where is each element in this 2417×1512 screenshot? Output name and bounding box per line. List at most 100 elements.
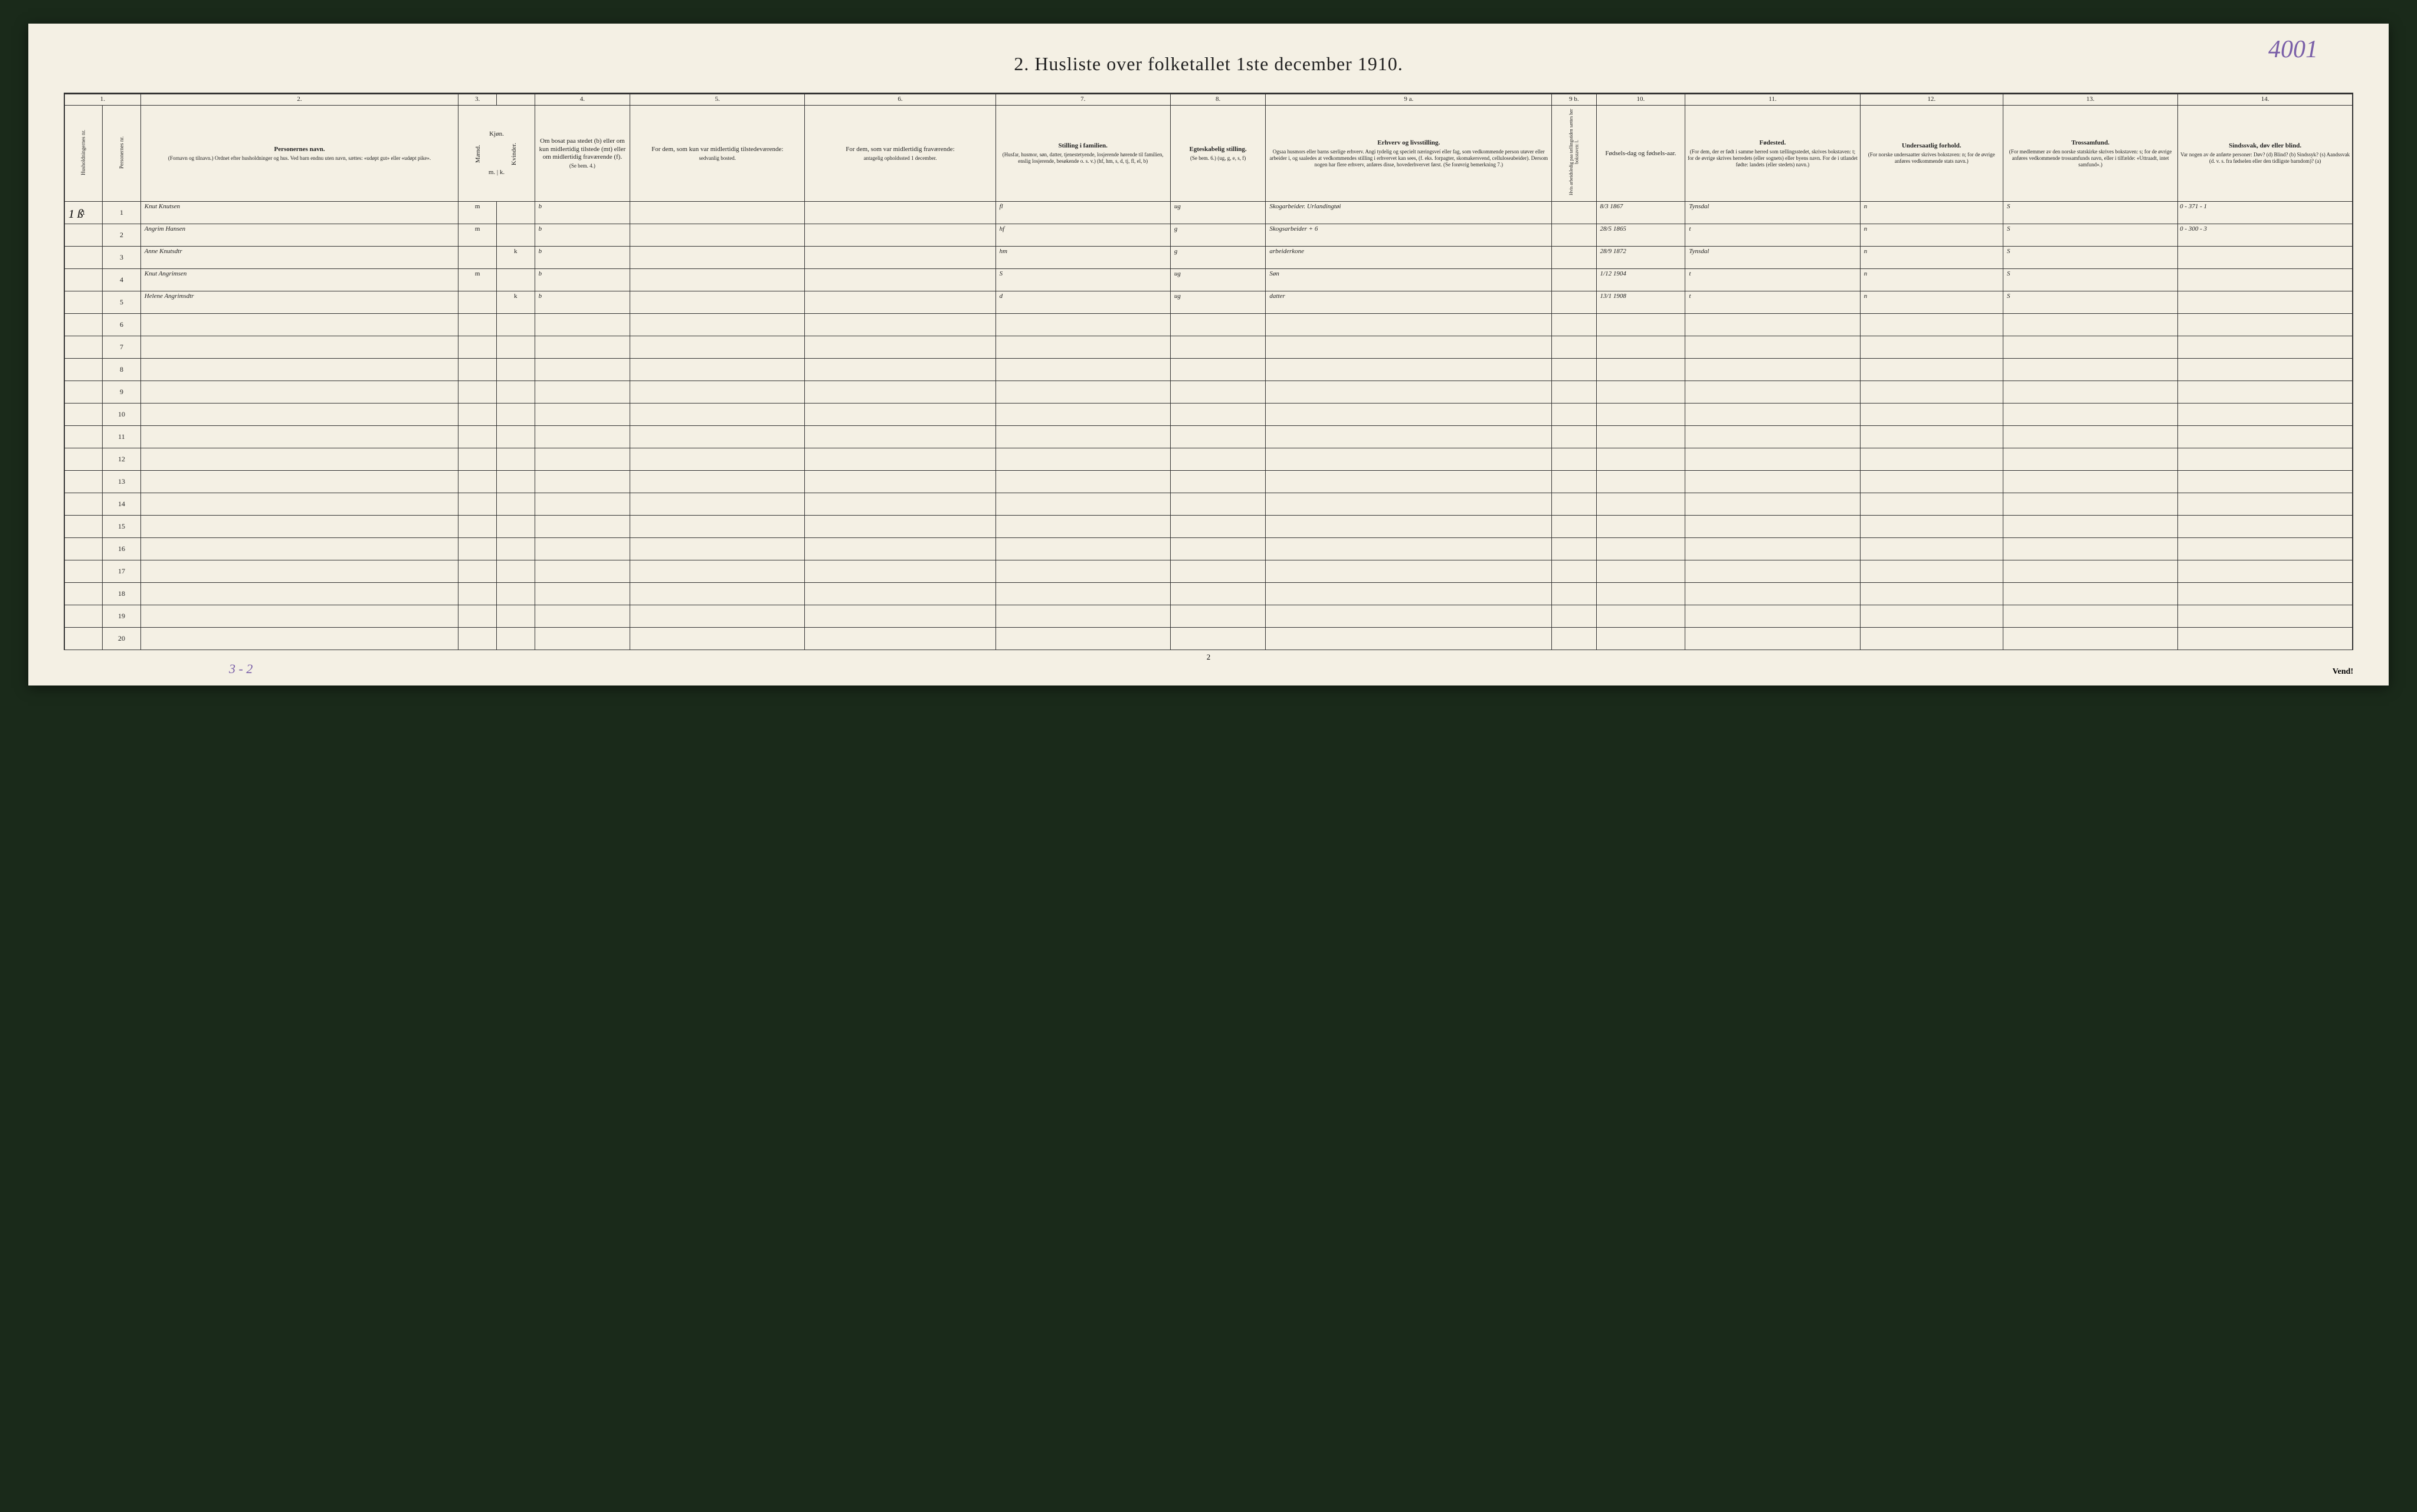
cell-empty (630, 628, 805, 650)
cell-c9b (1552, 247, 1596, 269)
cell-empty: 6 (103, 314, 141, 336)
cell-empty (535, 426, 630, 448)
cell-empty (630, 471, 805, 493)
table-row-empty: 7 (64, 336, 2353, 359)
cell-empty (1170, 560, 1266, 583)
cell-empty (140, 336, 458, 359)
col-num-11: 11. (1685, 94, 1860, 106)
cell-name: Anne Knutsdtr (140, 247, 458, 269)
cell-empty (995, 471, 1170, 493)
cell-empty (630, 583, 805, 605)
cell-empty (1170, 628, 1266, 650)
cell-empty (995, 605, 1170, 628)
cell-occ: Skogsarbeider + 6 (1266, 224, 1552, 247)
cell-empty (496, 404, 535, 426)
cell-rel: S (2003, 247, 2177, 269)
cell-c14 (2178, 291, 2353, 314)
cell-empty (535, 583, 630, 605)
cell-empty (1170, 404, 1266, 426)
cell-place: t (1685, 224, 1860, 247)
cell-empty (1685, 628, 1860, 650)
cell-place: t (1685, 269, 1860, 291)
cell-empty (995, 628, 1170, 650)
col-num-7: 7. (995, 94, 1170, 106)
cell-empty (995, 381, 1170, 404)
cell-empty (1552, 426, 1596, 448)
cell-empty (64, 605, 103, 628)
cell-name: Helene Angrimsdtr (140, 291, 458, 314)
cell-empty (630, 560, 805, 583)
cell-empty (805, 493, 995, 516)
vend-label: Vend! (2333, 667, 2353, 677)
cell-empty (2003, 471, 2177, 493)
cell-empty (1266, 583, 1552, 605)
cell-empty (2178, 493, 2353, 516)
cell-empty (630, 493, 805, 516)
hdr-name: Personernes navn. (Fornavn og tilnavn.) … (140, 106, 458, 202)
cell-empty (458, 426, 497, 448)
cell-empty (2178, 538, 2353, 560)
cell-empty (140, 583, 458, 605)
cell-empty (140, 538, 458, 560)
census-page: 4001 2. Husliste over folketallet 1ste d… (28, 24, 2389, 686)
cell-empty (535, 359, 630, 381)
cell-empty (64, 314, 103, 336)
cell-fam: fl (995, 202, 1170, 224)
cell-empty (496, 336, 535, 359)
cell-sex_k (496, 224, 535, 247)
cell-empty (64, 359, 103, 381)
hdr-occupation: Erhverv og livsstilling. Ogsaa husmors e… (1266, 106, 1552, 202)
cell-empty (458, 471, 497, 493)
hdr-pers-nr: Personernes nr. (103, 106, 141, 202)
cell-occ: Skogarbeider. Urlandingtøi (1266, 202, 1552, 224)
cell-empty (64, 538, 103, 560)
cell-empty (630, 426, 805, 448)
cell-empty (1170, 426, 1266, 448)
cell-empty (1685, 560, 1860, 583)
cell-empty (630, 404, 805, 426)
cell-empty (805, 359, 995, 381)
page-title: 2. Husliste over folketallet 1ste decemb… (64, 53, 2353, 75)
cell-empty (2003, 314, 2177, 336)
cell-empty (1170, 493, 1266, 516)
cell-empty (805, 448, 995, 471)
cell-empty: 7 (103, 336, 141, 359)
cell-place: Tynsdal (1685, 202, 1860, 224)
cell-empty (2003, 336, 2177, 359)
census-table: 1. 2. 3. 4. 5. 6. 7. 8. 9 a. 9 b. 10. 11… (64, 93, 2353, 650)
cell-empty: 14 (103, 493, 141, 516)
table-row-empty: 13 (64, 471, 2353, 493)
cell-empty (140, 516, 458, 538)
cell-empty (458, 628, 497, 650)
cell-empty (805, 628, 995, 650)
cell-empty (1596, 628, 1685, 650)
cell-empty: 8 (103, 359, 141, 381)
cell-empty (1266, 560, 1552, 583)
cell-empty (995, 314, 1170, 336)
col-num-3: 3. (458, 94, 497, 106)
cell-empty (1596, 426, 1685, 448)
cell-empty (805, 314, 995, 336)
cell-nat: n (1860, 291, 2003, 314)
cell-empty (1685, 471, 1860, 493)
cell-empty (64, 471, 103, 493)
cell-empty (2003, 359, 2177, 381)
cell-empty (1860, 516, 2003, 538)
cell-empty (1596, 359, 1685, 381)
cell-empty (496, 381, 535, 404)
cell-sex_m (458, 291, 497, 314)
cell-empty (2003, 560, 2177, 583)
cell-empty (1596, 448, 1685, 471)
cell-empty: 15 (103, 516, 141, 538)
hdr-res: Om bosat paa stedet (b) eller om kun mid… (535, 106, 630, 202)
col-num-2: 2. (140, 94, 458, 106)
cell-empty (140, 381, 458, 404)
cell-empty (630, 336, 805, 359)
cell-empty (1860, 583, 2003, 605)
cell-empty (1552, 583, 1596, 605)
cell-empty (1860, 314, 2003, 336)
cell-res: b (535, 269, 630, 291)
cell-fam: d (995, 291, 1170, 314)
cell-rel: S (2003, 224, 2177, 247)
cell-empty (1266, 471, 1552, 493)
